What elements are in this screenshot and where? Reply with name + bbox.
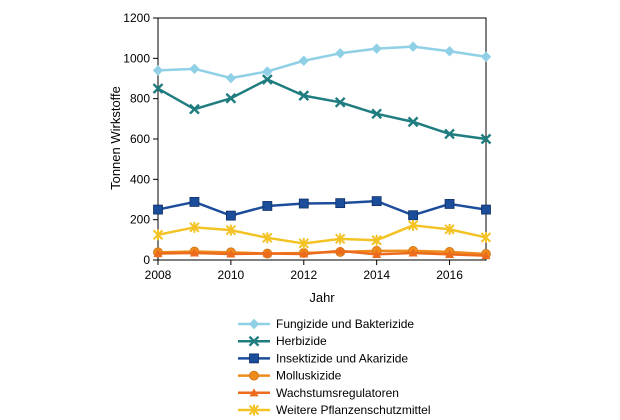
- data-point: [153, 249, 163, 258]
- x-tick-label: 2012: [290, 268, 317, 282]
- data-point: [225, 224, 237, 236]
- series-1: [152, 41, 492, 84]
- data-point: [152, 65, 164, 76]
- series-line: [157, 199, 487, 217]
- data-point: [334, 96, 346, 108]
- data-point: [481, 251, 491, 260]
- series-6: [152, 219, 492, 249]
- data-point: [480, 51, 492, 62]
- x-tick-label: 2010: [218, 268, 245, 282]
- data-point: [444, 128, 455, 140]
- data-point: [298, 237, 309, 249]
- data-point: [189, 103, 200, 115]
- y-tick-label: 1000: [123, 51, 150, 65]
- data-point: [152, 229, 164, 241]
- data-point: [444, 223, 455, 235]
- data-point: [407, 41, 419, 52]
- series-2: [152, 74, 492, 145]
- data-point: [262, 232, 273, 244]
- data-point: [372, 249, 382, 258]
- legend-label: Insektizide und Akarizide: [276, 351, 408, 365]
- data-point: [262, 201, 273, 211]
- data-point: [408, 248, 418, 257]
- legend-marker: [249, 370, 259, 381]
- legend-marker: [248, 335, 260, 347]
- data-point: [153, 204, 163, 215]
- series-line: [157, 224, 487, 245]
- plot-frame: [157, 17, 487, 261]
- data-point: [226, 249, 236, 258]
- data-point: [225, 92, 237, 104]
- data-point: [299, 249, 309, 258]
- data-point: [444, 46, 455, 57]
- data-point: [298, 198, 309, 209]
- series-line: [157, 78, 487, 141]
- series-3: [153, 196, 491, 221]
- y-tick-label: 1200: [123, 11, 150, 25]
- x-axis-title: Jahr: [309, 290, 335, 305]
- data-point: [371, 108, 383, 120]
- data-point: [298, 55, 309, 66]
- data-point: [407, 116, 419, 128]
- data-point: [408, 210, 419, 221]
- data-point: [262, 66, 273, 77]
- data-point: [371, 196, 382, 207]
- axes: 0 200 400 600 800 1000 1200 2008 2010 2012 2014 201…: [123, 11, 487, 282]
- series-group: [152, 41, 492, 260]
- legend-marker: [248, 404, 260, 416]
- data-point: [189, 221, 200, 233]
- data-point: [189, 248, 199, 257]
- data-point: [262, 249, 272, 258]
- y-tick-label: 800: [130, 92, 150, 106]
- legend-marker: [249, 353, 259, 364]
- data-point: [189, 63, 200, 75]
- legend-item: Molluskizide: [238, 369, 342, 383]
- data-point: [189, 197, 200, 207]
- legend-label: Molluskizide: [276, 369, 342, 383]
- legend-item: Insektizide und Akarizide: [238, 351, 408, 365]
- series-line: [157, 45, 487, 80]
- legend-marker: [249, 388, 259, 397]
- data-point: [335, 48, 346, 59]
- x-tick-label: 2014: [363, 268, 390, 282]
- legend-label: Weitere Pflanzenschutzmittel: [276, 403, 431, 417]
- legend-item: Herbizide: [238, 334, 327, 348]
- data-point: [335, 246, 345, 255]
- data-point: [225, 72, 237, 84]
- data-point: [335, 198, 346, 209]
- data-point: [298, 90, 310, 101]
- legend-item: Wachstumsregulatoren: [238, 386, 399, 400]
- legend-label: Wachstumsregulatoren: [276, 386, 399, 400]
- data-point: [371, 234, 382, 246]
- data-point: [152, 83, 164, 94]
- y-axis-title: Tonnen Wirkstoffe: [108, 86, 123, 190]
- series-5: [153, 246, 491, 260]
- y-tick-label: 0: [143, 253, 150, 267]
- legend-item: Fungizide und Bakterizide: [238, 317, 414, 331]
- data-point: [371, 43, 382, 54]
- legend-label: Fungizide und Bakterizide: [276, 317, 414, 331]
- series-line: [157, 249, 487, 257]
- data-point: [261, 74, 273, 85]
- legend-label: Herbizide: [276, 334, 327, 348]
- data-point: [445, 249, 455, 258]
- legend: Fungizide und Bakterizide Herbizide Insekt…: [238, 317, 431, 417]
- data-point: [480, 133, 492, 145]
- y-tick-label: 600: [130, 132, 150, 146]
- legend-marker: [248, 318, 260, 330]
- y-tick-label: 200: [130, 213, 150, 227]
- x-tick-label: 2016: [436, 268, 463, 282]
- data-point: [481, 204, 491, 215]
- data-point: [480, 231, 492, 243]
- legend-item: Weitere Pflanzenschutzmittel: [238, 403, 431, 417]
- data-point: [335, 233, 346, 245]
- data-point: [444, 199, 455, 209]
- data-point: [407, 219, 419, 231]
- data-point: [225, 210, 236, 221]
- x-tick-label: 2008: [145, 268, 172, 282]
- y-tick-label: 400: [130, 172, 150, 186]
